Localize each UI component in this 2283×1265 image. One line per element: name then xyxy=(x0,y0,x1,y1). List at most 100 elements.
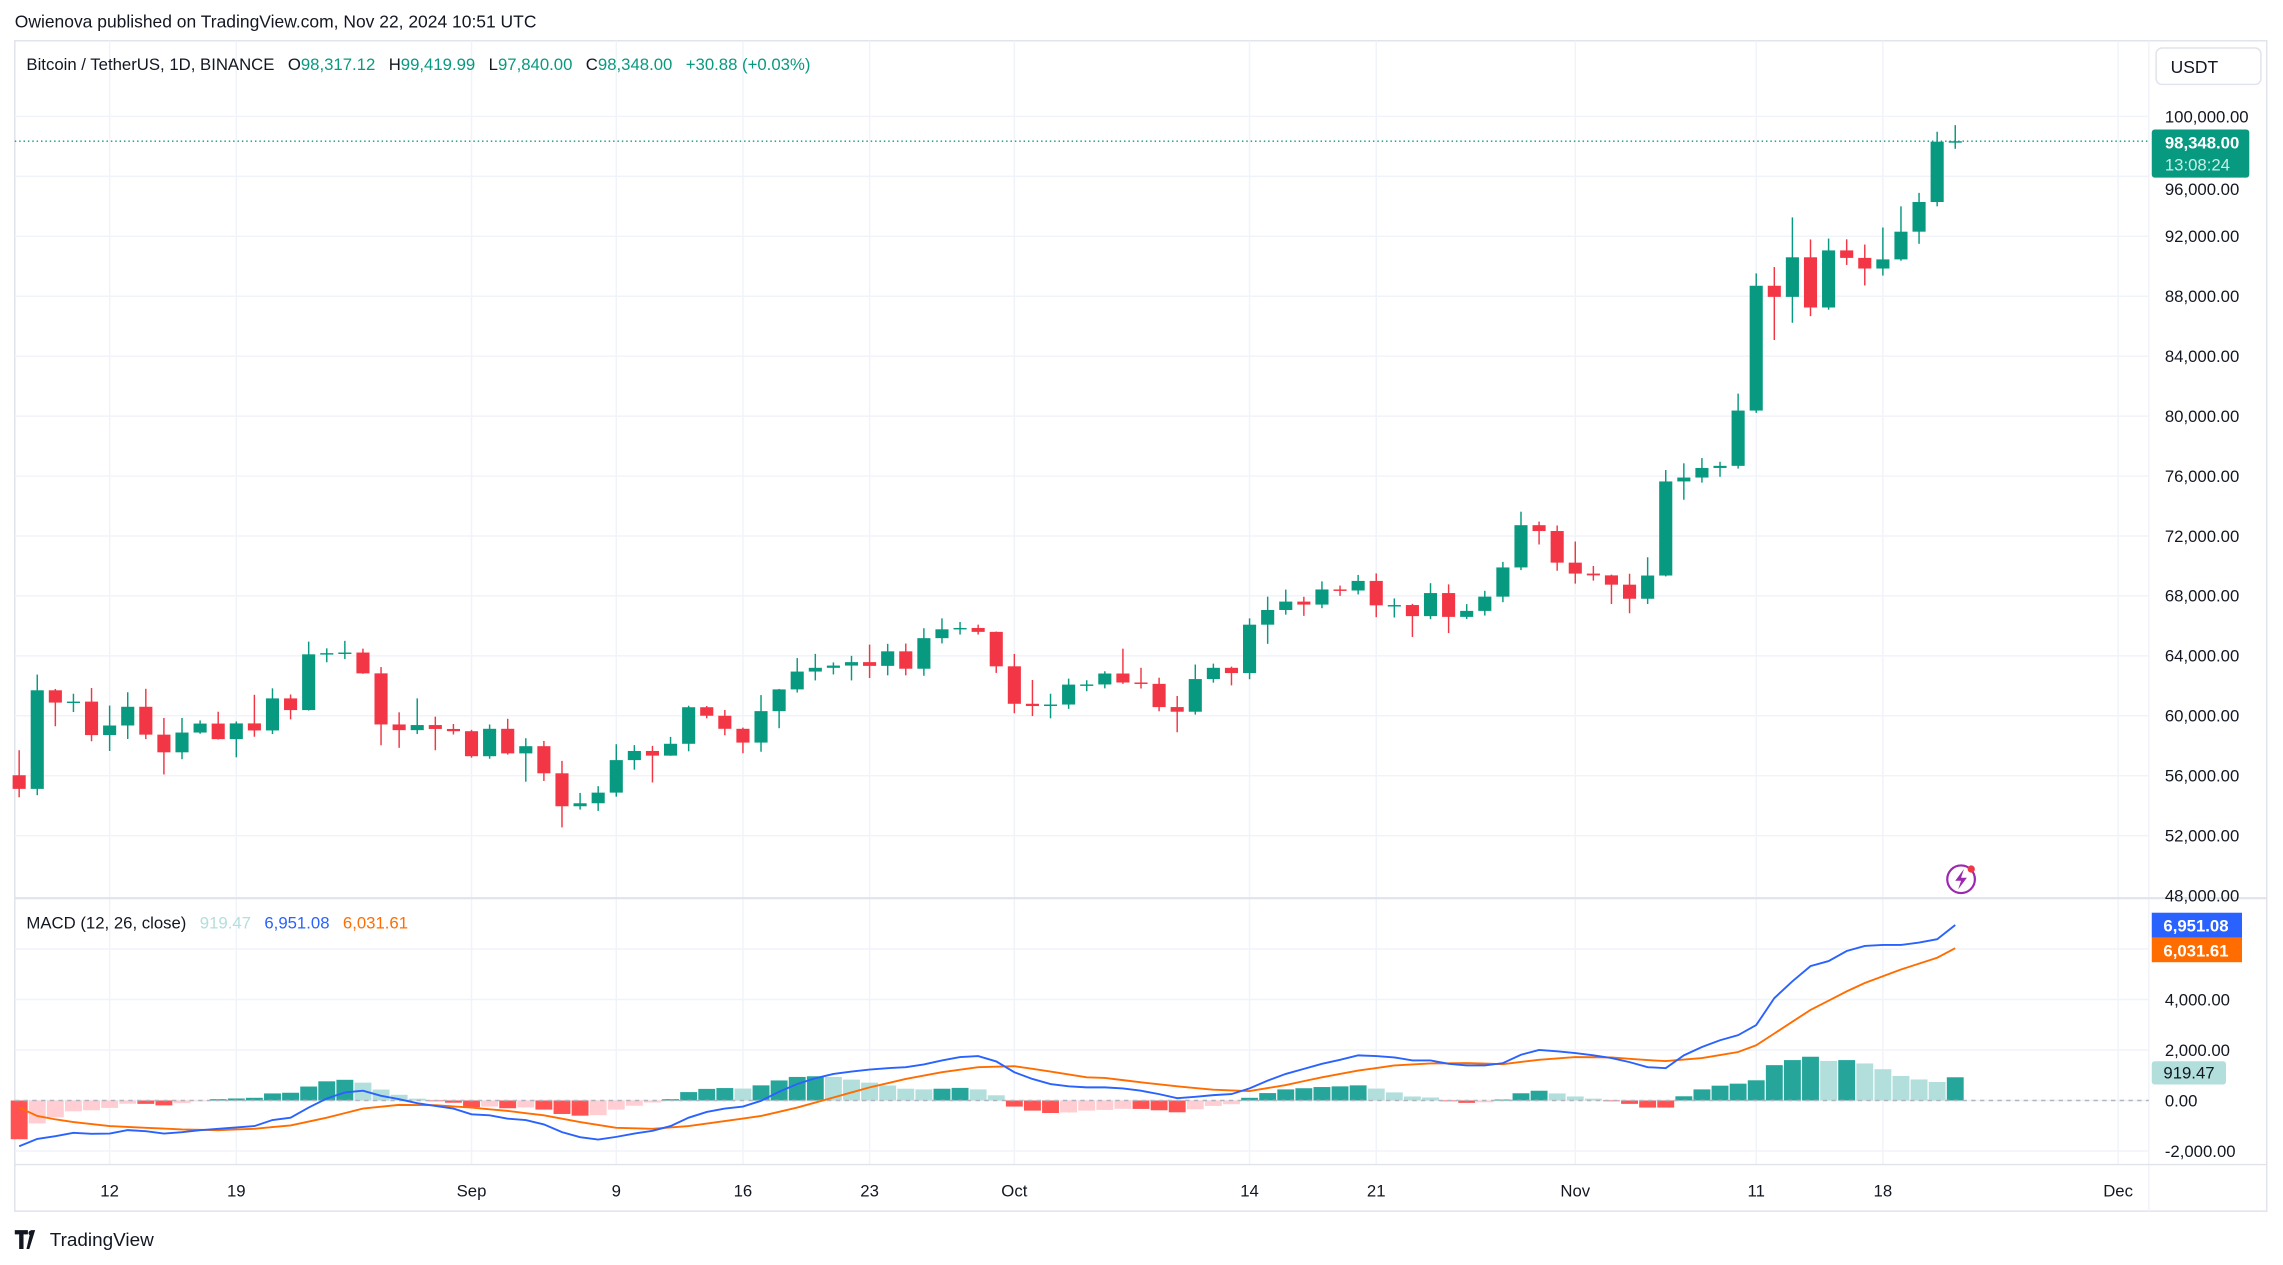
candle-body xyxy=(1007,666,1021,704)
candle xyxy=(84,688,99,742)
candle xyxy=(501,718,515,755)
price-tick-label: 60,000.00 xyxy=(2165,707,2239,726)
candle-body xyxy=(1025,703,1039,707)
candle xyxy=(48,688,62,727)
histogram-bar xyxy=(1259,1093,1277,1101)
macd-value-label: 6,951.08 xyxy=(2151,912,2243,938)
candle xyxy=(1948,125,1962,149)
candle xyxy=(1080,680,1094,692)
candle xyxy=(1369,573,1383,618)
histogram-bar xyxy=(1639,1100,1657,1108)
histogram-bar xyxy=(1928,1081,1946,1101)
candle xyxy=(1659,470,1673,577)
candle-body xyxy=(1261,609,1275,625)
histogram-bar xyxy=(1603,1100,1620,1102)
candle-body xyxy=(139,706,153,735)
candle xyxy=(139,688,153,740)
histogram-bar xyxy=(1530,1090,1548,1101)
candle xyxy=(682,705,696,752)
candle xyxy=(1713,461,1727,477)
macd-value: 6,951.08 xyxy=(264,914,329,933)
candle xyxy=(1297,596,1311,616)
candle xyxy=(700,706,714,719)
candle xyxy=(519,738,533,782)
candle-body xyxy=(609,760,623,793)
histogram-bar xyxy=(1186,1100,1204,1110)
candle xyxy=(989,631,1003,673)
candle xyxy=(555,760,569,828)
candle-body xyxy=(1224,667,1239,674)
histogram-bar xyxy=(83,1100,100,1111)
candle xyxy=(1532,521,1546,545)
histogram-bar xyxy=(951,1087,969,1101)
price-tick-label: 64,000.00 xyxy=(2165,647,2239,666)
histogram-bar xyxy=(101,1100,119,1108)
time-tick-label: 23 xyxy=(860,1182,879,1201)
price-tick-label: 48,000.00 xyxy=(2165,886,2239,905)
candle-body xyxy=(519,746,533,754)
time-tick-label: Dec xyxy=(2103,1182,2133,1201)
histogram-bar xyxy=(607,1100,625,1110)
histogram-bar xyxy=(915,1089,933,1101)
candle xyxy=(917,628,931,676)
candle xyxy=(971,624,985,635)
histogram-bar xyxy=(644,1100,661,1103)
candle-body xyxy=(1623,584,1637,599)
candle xyxy=(1460,604,1474,619)
tradingview-logo[interactable]: TradingView xyxy=(14,1230,154,1251)
candle-body xyxy=(664,743,678,756)
candle-body xyxy=(1098,673,1112,685)
candle xyxy=(302,641,316,711)
currency-button[interactable]: USDT xyxy=(2155,47,2262,86)
candle-body xyxy=(1279,601,1293,610)
candle xyxy=(1785,217,1799,323)
candle xyxy=(1206,663,1220,683)
candle xyxy=(953,621,967,635)
histogram-bar xyxy=(1277,1089,1295,1101)
candle xyxy=(247,694,261,737)
candle xyxy=(537,740,551,781)
candle-body xyxy=(1713,465,1727,468)
macd-axis[interactable]: 4,000.00 2,000.00 0.00 -2,000.00 xyxy=(2165,990,2236,1161)
time-axis[interactable]: 12 19 Sep 9 16 23 Oct 14 21 Nov 11 18 Dec xyxy=(100,1182,2133,1201)
candle xyxy=(1043,693,1058,719)
time-tick-label: Sep xyxy=(457,1182,487,1201)
candle xyxy=(265,688,280,735)
candle-body xyxy=(1423,593,1438,617)
candle xyxy=(1224,666,1239,686)
candle-body xyxy=(1333,589,1347,591)
last-price-label: 98,348.00 13:08:24 xyxy=(2151,129,2250,178)
candle-body xyxy=(1460,610,1474,617)
candle-body xyxy=(1912,202,1926,232)
histogram-bar xyxy=(1005,1100,1023,1107)
candle-body xyxy=(863,662,877,666)
histogram-bar xyxy=(137,1100,155,1104)
time-tick-label: 18 xyxy=(1874,1182,1893,1201)
candle-body xyxy=(645,750,660,756)
price-axis[interactable]: 100,000.00 96,000.00 92,000.00 88,000.00 84,… xyxy=(2165,107,2249,905)
candle-body xyxy=(356,652,370,674)
macd-axis-value: 6,951.08 xyxy=(2163,917,2228,936)
histogram-bar xyxy=(698,1088,716,1101)
candle xyxy=(211,711,225,740)
histogram-bar xyxy=(1349,1085,1367,1101)
candle-body xyxy=(121,706,135,726)
candle-body xyxy=(1894,231,1908,260)
signal-axis-value: 6,031.61 xyxy=(2163,941,2228,960)
histogram-bar xyxy=(716,1088,734,1101)
lightning-icon[interactable] xyxy=(1946,864,1976,895)
candle-body xyxy=(193,723,207,733)
candle-body xyxy=(1206,667,1220,680)
price-tick-label: 68,000.00 xyxy=(2165,587,2239,606)
histogram-bar xyxy=(1820,1060,1838,1101)
candle-body xyxy=(881,651,895,666)
high-value: 99,419.99 xyxy=(401,55,475,74)
high-label: H xyxy=(389,55,401,74)
histogram-bar xyxy=(1693,1089,1711,1101)
candle xyxy=(1423,583,1438,620)
histogram-bar xyxy=(1476,1100,1494,1103)
histogram-bar xyxy=(770,1080,788,1101)
countdown-value: 13:08:24 xyxy=(2165,155,2230,174)
candle-body xyxy=(953,627,967,630)
